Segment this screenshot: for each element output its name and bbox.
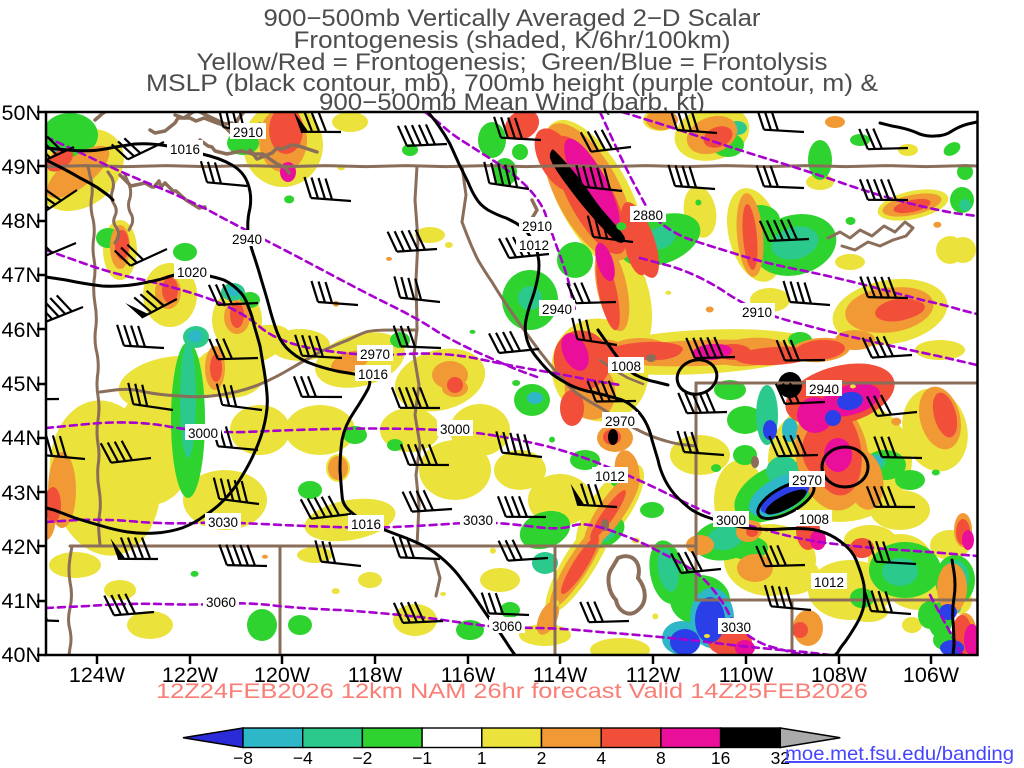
svg-text:44N: 44N <box>2 426 41 450</box>
svg-text:114W: 114W <box>533 663 588 687</box>
svg-text:2940: 2940 <box>542 302 572 317</box>
svg-text:40N: 40N <box>2 643 41 667</box>
svg-text:122W: 122W <box>162 663 219 687</box>
svg-text:108W: 108W <box>811 663 868 687</box>
svg-text:1008: 1008 <box>799 512 829 527</box>
svg-text:moe.met.fsu.edu/banding: moe.met.fsu.edu/banding <box>785 743 1014 765</box>
svg-text:1008: 1008 <box>611 359 641 374</box>
svg-text:116W: 116W <box>441 663 496 687</box>
svg-text:1016: 1016 <box>358 367 388 382</box>
svg-text:120W: 120W <box>254 663 311 687</box>
svg-text:1012: 1012 <box>595 469 625 484</box>
svg-text:112W: 112W <box>626 663 681 687</box>
svg-text:16: 16 <box>711 748 730 768</box>
svg-text:1020: 1020 <box>177 265 207 280</box>
svg-text:3030: 3030 <box>463 513 493 528</box>
svg-text:1012: 1012 <box>814 575 844 590</box>
svg-text:106W: 106W <box>903 663 960 687</box>
svg-text:MSLP (black contour, mb), 700m: MSLP (black contour, mb), 700mb height (… <box>146 70 878 97</box>
svg-text:2940: 2940 <box>232 232 262 247</box>
svg-text:2910: 2910 <box>233 125 263 140</box>
svg-text:900−500mb Vertically Averaged: 900−500mb Vertically Averaged 2−D Scalar <box>264 5 761 32</box>
svg-text:Yellow/Red = Frontogenesis; G: Yellow/Red = Frontogenesis; Green/Blue =… <box>197 49 828 76</box>
svg-text:3060: 3060 <box>492 619 522 634</box>
svg-text:47N: 47N <box>2 263 41 287</box>
svg-text:1016: 1016 <box>351 517 381 532</box>
svg-text:2910: 2910 <box>742 305 772 320</box>
svg-text:46N: 46N <box>2 318 41 342</box>
svg-text:50N: 50N <box>2 101 41 125</box>
svg-text:3030: 3030 <box>721 620 751 635</box>
svg-text:3000: 3000 <box>440 422 470 437</box>
svg-text:1012: 1012 <box>519 238 549 253</box>
svg-text:49N: 49N <box>2 155 41 179</box>
svg-text:−8: −8 <box>233 748 253 768</box>
svg-text:118W: 118W <box>348 663 403 687</box>
svg-text:4: 4 <box>596 748 606 768</box>
svg-text:45N: 45N <box>2 372 41 396</box>
svg-text:1: 1 <box>477 748 487 768</box>
svg-text:41N: 41N <box>2 589 41 613</box>
svg-text:3000: 3000 <box>188 426 218 441</box>
svg-text:42N: 42N <box>2 535 41 559</box>
svg-text:2970: 2970 <box>605 414 635 429</box>
svg-text:3060: 3060 <box>206 595 236 610</box>
svg-text:32: 32 <box>771 748 790 768</box>
svg-text:124W: 124W <box>69 663 126 687</box>
svg-text:110W: 110W <box>719 663 774 687</box>
svg-text:2910: 2910 <box>522 219 552 234</box>
svg-text:2970: 2970 <box>360 347 390 362</box>
svg-text:Frontogenesis (shaded, K/6hr/1: Frontogenesis (shaded, K/6hr/100km) <box>294 27 731 54</box>
svg-text:48N: 48N <box>2 209 41 233</box>
svg-text:2970: 2970 <box>792 473 822 488</box>
svg-text:3030: 3030 <box>208 515 238 530</box>
svg-text:8: 8 <box>656 748 666 768</box>
svg-text:−2: −2 <box>352 748 372 768</box>
svg-text:−1: −1 <box>412 748 432 768</box>
svg-text:2940: 2940 <box>809 382 839 397</box>
svg-text:43N: 43N <box>2 481 41 505</box>
svg-text:3000: 3000 <box>716 513 746 528</box>
svg-text:1016: 1016 <box>170 142 200 157</box>
svg-text:2: 2 <box>537 748 547 768</box>
svg-text:2880: 2880 <box>633 208 663 223</box>
svg-text:−4: −4 <box>293 748 313 768</box>
svg-text:12Z24FEB2026 12km NAM 26hr for: 12Z24FEB2026 12km NAM 26hr forecast Vali… <box>156 680 868 703</box>
